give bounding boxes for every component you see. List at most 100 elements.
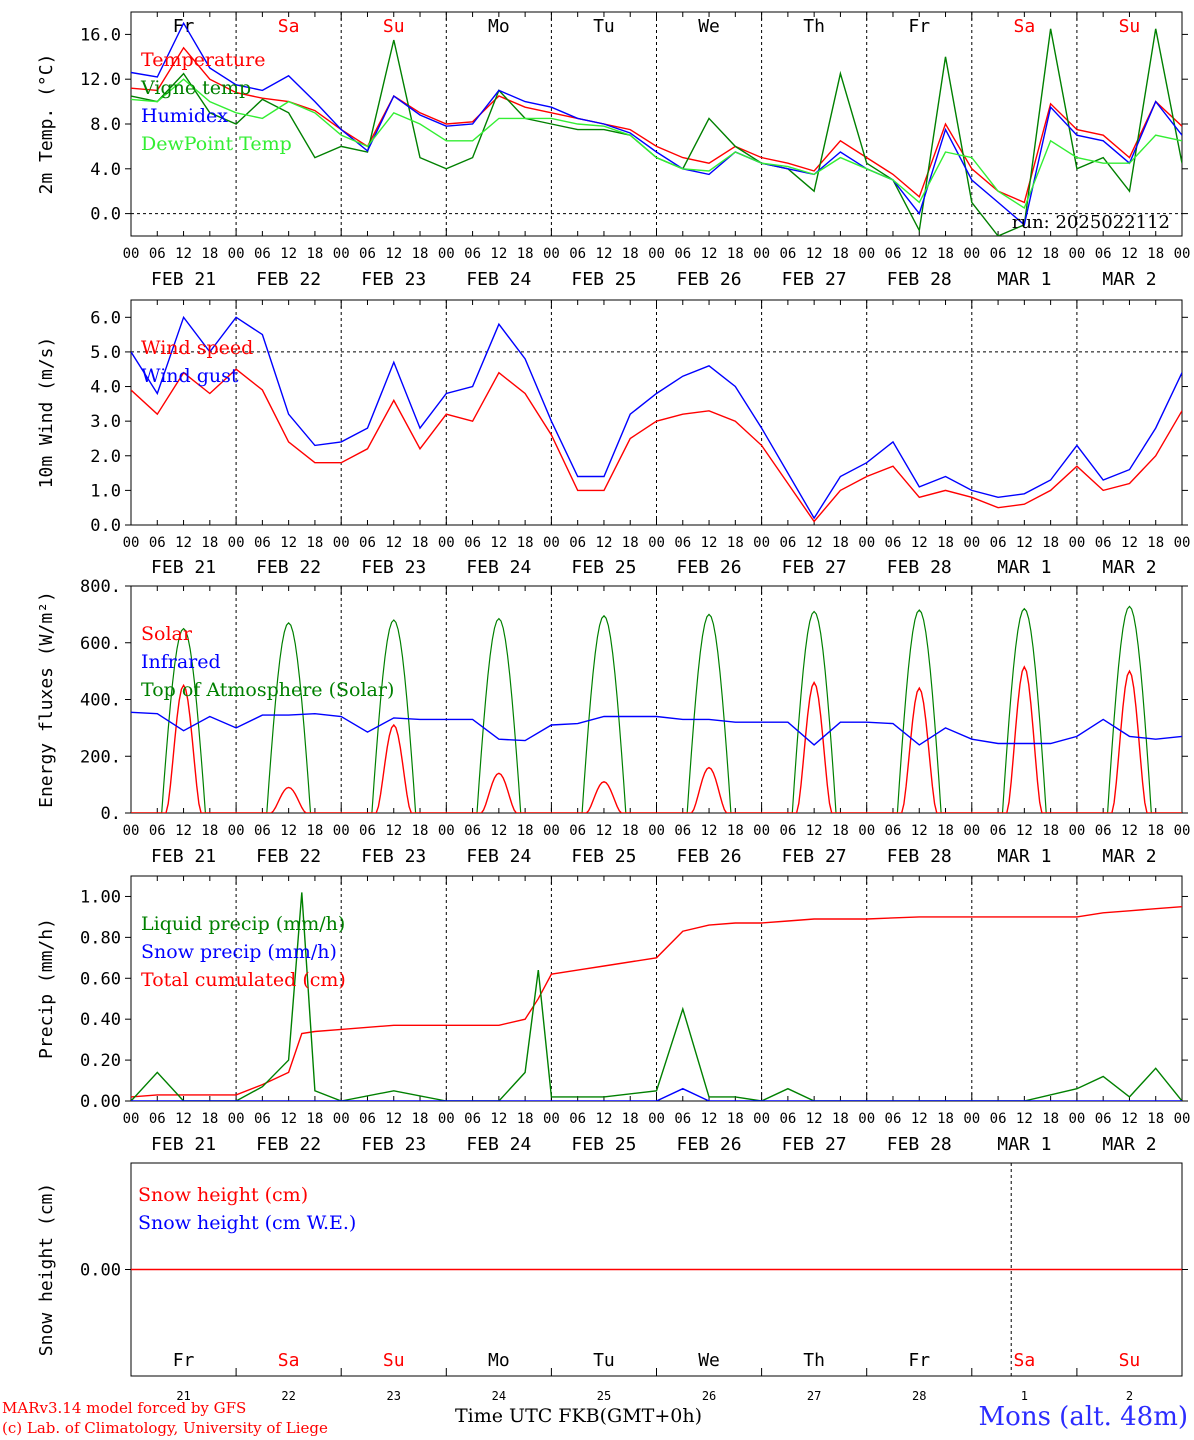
x-hour-label: 18 [1042,1111,1059,1127]
x-hour-label: 12 [806,823,823,839]
x-hour-label: 06 [885,535,902,551]
series-line-wind-gust [131,315,1182,520]
x-hour-label: 06 [674,246,691,262]
x-hour-label: 06 [464,823,481,839]
x-hour-label: 12 [490,823,507,839]
day-abbr-label: Su [1119,16,1141,37]
x-hour-label: 12 [596,535,613,551]
x-hour-label: 12 [911,535,928,551]
x-hour-label: 18 [622,535,639,551]
x-axis-label: Time UTC FKB(GMT+0h) [455,1405,708,1427]
x-date-label: FEB 28 [887,269,952,290]
x-date-label: FEB 24 [466,1134,531,1155]
x-hour-label: 12 [385,246,402,262]
x-hour-label: 00 [1174,823,1191,839]
x-hour-label: 06 [149,1111,166,1127]
x-hour-label: 06 [254,535,271,551]
day-abbr-label: Th [803,16,825,37]
y-tick-label: 800. [80,577,121,597]
y-tick-label: 2.0 [90,447,121,467]
x-hour-label: 06 [569,823,586,839]
day-number-label: 28 [912,1389,926,1403]
y-tick-label: 3.0 [90,412,121,432]
x-hour-label: 06 [885,246,902,262]
x-hour-label: 12 [1016,246,1033,262]
x-hour-label: 12 [385,823,402,839]
x-hour-label: 00 [438,535,455,551]
x-hour-label: 00 [543,1111,560,1127]
legend-entry: Wind gust [141,365,239,387]
series-line-temperature [131,46,1182,204]
day-abbr-label: Su [383,16,405,37]
x-hour-label: 00 [333,823,350,839]
y-tick-label: 8.0 [90,115,121,135]
x-hour-label: 18 [412,246,429,262]
x-date-label: FEB 26 [677,1134,742,1155]
day-abbr-label: Fr [173,1350,195,1371]
y-axis-label: 2m Temp. (°C) [36,54,57,195]
x-hour-label: 06 [990,535,1007,551]
x-hour-label: 18 [1147,823,1164,839]
day-abbr-label: Fr [908,1350,930,1371]
y-axis-label: Snow height (cm) [36,1183,57,1356]
x-date-label: FEB 22 [256,1134,321,1155]
x-hour-label: 06 [990,1111,1007,1127]
x-hour-label: 18 [832,535,849,551]
x-hour-label: 00 [753,246,770,262]
x-date-label: FEB 21 [151,557,216,578]
x-date-label: MAR 1 [997,1134,1051,1155]
x-hour-label: 18 [622,823,639,839]
x-hour-label: 00 [1174,535,1191,551]
y-tick-label: 400. [80,691,121,711]
x-date-label: FEB 22 [256,846,321,867]
x-hour-label: 12 [1016,535,1033,551]
x-hour-label: 00 [1068,1111,1085,1127]
x-date-label: FEB 23 [361,557,426,578]
x-date-label: MAR 1 [997,557,1051,578]
x-date-label: FEB 21 [151,269,216,290]
x-hour-label: 06 [149,535,166,551]
x-date-label: FEB 26 [677,269,742,290]
y-tick-label: 0.0 [90,205,121,225]
y-axis-label: 10m Wind (m/s) [36,337,57,489]
day-abbr-label: Fr [173,16,195,37]
x-hour-label: 18 [201,535,218,551]
day-number-label: 23 [387,1389,401,1403]
x-hour-label: 06 [464,246,481,262]
legend-entry: Solar [141,623,193,645]
x-date-label: FEB 25 [571,1134,636,1155]
x-hour-label: 18 [306,246,323,262]
y-tick-label: 1.0 [90,481,121,501]
day-abbr-label: We [698,16,720,37]
legend-entry: Wind speed [141,337,253,359]
x-hour-label: 18 [201,823,218,839]
y-tick-label: 600. [80,634,121,654]
day-abbr-label: Sa [1014,1350,1036,1371]
y-tick-label: 0.20 [80,1051,121,1071]
x-hour-label: 00 [963,246,980,262]
x-hour-label: 06 [885,823,902,839]
series-line-wind-speed [131,368,1182,523]
x-hour-label: 12 [806,246,823,262]
y-tick-label: 4.0 [90,378,121,398]
x-hour-label: 00 [858,535,875,551]
x-date-label: FEB 25 [571,269,636,290]
x-hour-label: 00 [123,246,140,262]
y-tick-label: 0.00 [80,1092,121,1112]
x-hour-label: 00 [543,246,560,262]
x-axis-label-utc: Time UTC [455,1405,553,1427]
legend-entry: Snow height (cm W.E.) [138,1212,356,1234]
x-date-label: FEB 26 [677,846,742,867]
x-hour-label: 12 [596,823,613,839]
x-hour-label: 12 [701,1111,718,1127]
x-hour-label: 18 [412,1111,429,1127]
x-date-label: FEB 27 [782,1134,847,1155]
x-hour-label: 00 [1068,535,1085,551]
x-date-label: FEB 23 [361,269,426,290]
x-date-label: FEB 25 [571,557,636,578]
x-hour-label: 00 [963,823,980,839]
x-hour-label: 12 [175,246,192,262]
x-hour-label: 18 [937,823,954,839]
x-hour-label: 18 [517,1111,534,1127]
x-hour-label: 18 [412,823,429,839]
